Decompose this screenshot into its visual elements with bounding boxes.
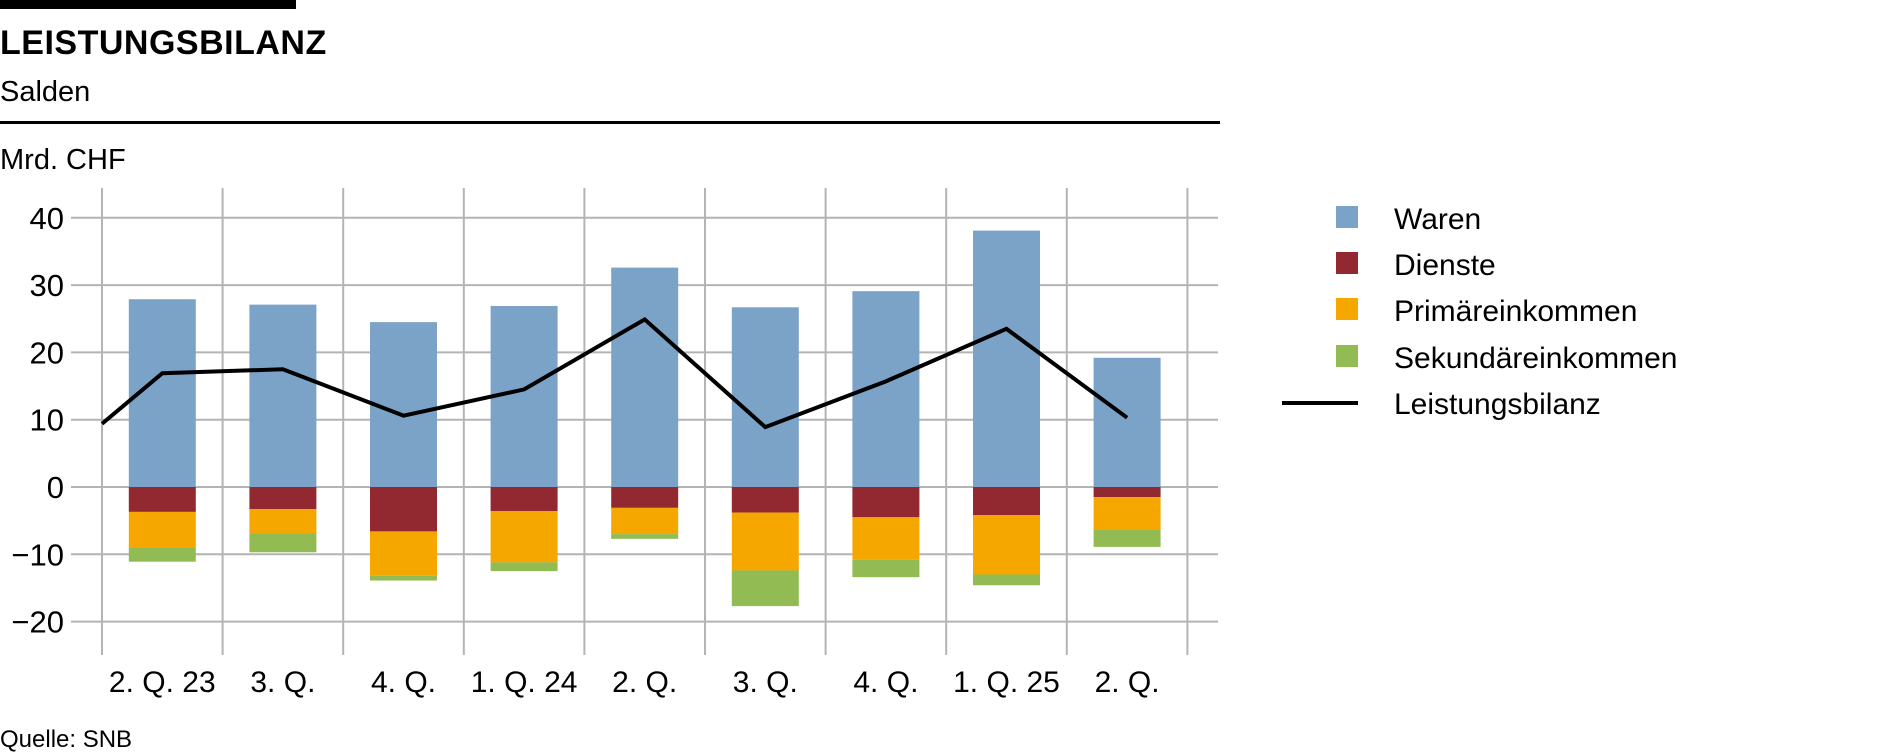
bar-primäreinkommen <box>370 531 437 576</box>
legend-swatch-waren <box>1336 206 1358 228</box>
bar-dienste <box>128 487 196 512</box>
x-tick-label: 1. Q. 25 <box>953 666 1060 699</box>
chart-title: LEISTUNGSBILANZ <box>0 24 327 62</box>
x-tick-label: 4. Q. <box>371 666 436 699</box>
source-note: Quelle: SNB <box>0 726 133 753</box>
bar-dienste <box>249 487 317 510</box>
legend-label: Dienste <box>1394 249 1496 282</box>
bar-dienste <box>1093 487 1161 498</box>
bar-primäreinkommen <box>249 509 317 534</box>
bar-primäreinkommen <box>973 515 1040 575</box>
x-tick-label: 2. Q. 23 <box>109 666 216 699</box>
chart-subtitle: Salden <box>0 76 91 108</box>
legend-label: Sekundäreinkommen <box>1394 342 1678 375</box>
legend-label: Waren <box>1394 203 1481 236</box>
bar-waren <box>249 304 317 487</box>
line-leistungsbilanz <box>100 316 1129 430</box>
legend-swatch-sekundäreinkommen <box>1336 345 1358 367</box>
bar-sekundäreinkommen <box>1093 529 1161 547</box>
legend-label: Leistungsbilanz <box>1394 388 1601 421</box>
bar-waren <box>611 267 679 487</box>
bar-dienste <box>852 487 920 518</box>
legend-swatch-dienste <box>1336 252 1358 274</box>
bar-sekundäreinkommen <box>249 533 317 553</box>
y-tick-label: 10 <box>30 403 64 438</box>
y-tick-label: −20 <box>11 605 64 640</box>
bar-waren <box>973 230 1040 487</box>
y-tick-label: 20 <box>30 335 64 370</box>
bar-waren <box>490 305 558 487</box>
bar-primäreinkommen <box>611 507 679 535</box>
legend-swatch-primäreinkommen <box>1336 298 1358 320</box>
y-tick-label: −10 <box>11 537 64 572</box>
bar-sekundäreinkommen <box>490 562 558 572</box>
bar-sekundäreinkommen <box>128 547 196 562</box>
y-tick-label: 40 <box>30 201 64 236</box>
y-tick-label: 30 <box>30 268 64 303</box>
bar-dienste <box>973 487 1040 516</box>
x-tick-label: 2. Q. <box>1095 666 1160 699</box>
x-tick-label: 2. Q. <box>612 666 677 699</box>
x-tick-label: 1. Q. 24 <box>471 666 578 699</box>
bar-dienste <box>611 487 679 508</box>
bar-dienste <box>731 487 799 513</box>
bar-primäreinkommen <box>490 511 558 563</box>
y-axis-label: Mrd. CHF <box>0 144 126 176</box>
bar-sekundäreinkommen <box>852 559 920 578</box>
bar-waren <box>370 322 437 487</box>
bar-primäreinkommen <box>128 511 196 548</box>
bar-primäreinkommen <box>852 517 920 560</box>
header-divider <box>0 121 1220 124</box>
bar-primäreinkommen <box>731 512 799 571</box>
bar-waren <box>731 307 799 487</box>
bar-sekundäreinkommen <box>611 534 679 539</box>
x-tick-label: 3. Q. <box>250 666 315 699</box>
x-tick-label: 3. Q. <box>733 666 798 699</box>
bar-sekundäreinkommen <box>973 574 1040 586</box>
bar-dienste <box>370 487 437 532</box>
title-accent-bar <box>0 0 296 9</box>
bar-sekundäreinkommen <box>731 570 799 607</box>
bar-sekundäreinkommen <box>370 575 437 581</box>
y-tick-label: 0 <box>47 470 64 505</box>
bar-dienste <box>490 487 558 512</box>
bar-waren <box>1093 357 1161 487</box>
bar-primäreinkommen <box>1093 497 1161 530</box>
x-tick-label: 4. Q. <box>853 666 918 699</box>
legend-label: Primäreinkommen <box>1394 295 1637 328</box>
